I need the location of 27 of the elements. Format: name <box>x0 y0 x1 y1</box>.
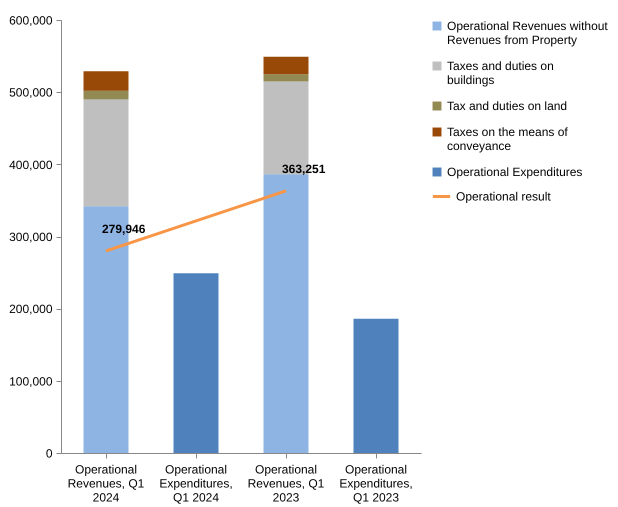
x-tick-label: Operational Revenues, Q1 2023 <box>248 462 325 504</box>
x-tick-label: Operational Revenues, Q1 2024 <box>68 462 145 504</box>
x-tick-label: Operational Expenditures, Q1 2023 <box>339 462 413 504</box>
bar <box>264 74 308 82</box>
y-tick-label: 300,000 <box>9 230 53 244</box>
legend-label: Taxes and duties on buildings <box>447 59 554 87</box>
bar <box>264 174 308 453</box>
y-tick-label: 0 <box>46 446 53 460</box>
bar <box>174 273 218 453</box>
bar <box>264 56 308 74</box>
legend-label: Taxes on the means of conveyance <box>447 125 568 153</box>
y-tick-label: 200,000 <box>9 302 53 316</box>
legend-label: Operational result <box>456 190 552 204</box>
legend-label: Tax and duties on land <box>447 99 568 113</box>
legend-label: Operational Revenues without Revenues from Property <box>447 19 608 47</box>
bar <box>84 99 128 206</box>
data-label: 279,946 <box>102 222 146 236</box>
bar <box>84 90 128 100</box>
bar <box>354 318 398 453</box>
bar <box>84 71 128 91</box>
y-tick-label: 600,000 <box>9 14 53 28</box>
x-tick-label: Operational Expenditures, Q1 2024 <box>159 462 233 504</box>
legend-label: Operational Expenditures <box>447 165 582 179</box>
y-tick-label: 400,000 <box>9 158 53 172</box>
data-label: 363,251 <box>282 162 326 176</box>
y-tick-label: 500,000 <box>9 86 53 100</box>
y-tick-label: 100,000 <box>9 374 53 388</box>
